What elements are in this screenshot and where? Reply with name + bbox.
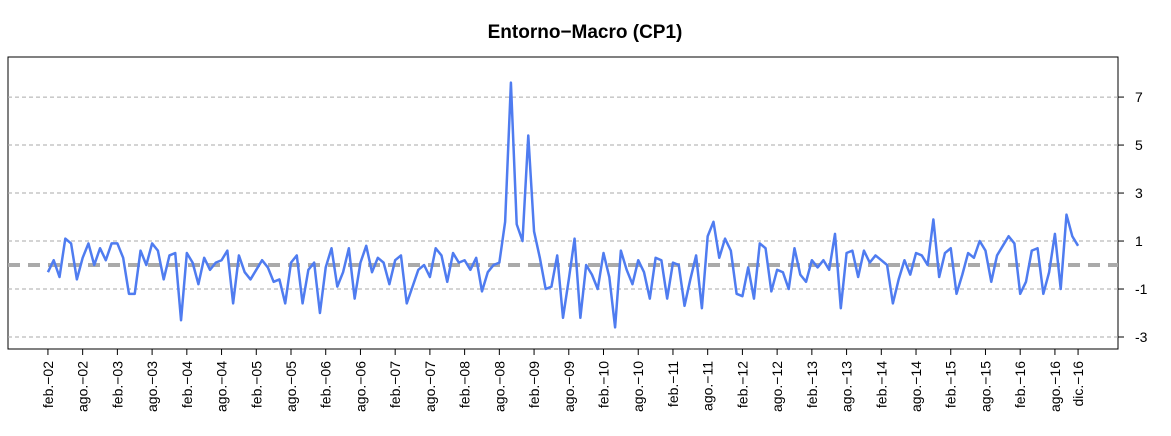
x-tick-label: feb.−06 (318, 361, 334, 408)
plot-frame (7, 56, 1119, 350)
x-tick-label: feb.−02 (40, 361, 56, 408)
x-tick-label: ago.−13 (839, 361, 855, 412)
x-tick-label: feb.−15 (943, 361, 959, 408)
y-tick-label: 1 (1135, 233, 1143, 249)
x-tick-label: feb.−09 (526, 361, 542, 408)
y-tick-label: 5 (1135, 137, 1143, 153)
x-tick-label: ago.−04 (214, 361, 230, 412)
x-tick-label: feb.−05 (248, 361, 264, 408)
y-tick-label: 3 (1135, 185, 1143, 201)
x-tick-label: feb.−16 (1012, 361, 1028, 408)
x-tick-label: ago.−02 (75, 361, 91, 412)
x-tick-label: feb.−08 (457, 361, 473, 408)
x-tick-label: feb.−12 (734, 361, 750, 408)
x-tick-label: ago.−08 (491, 361, 507, 412)
x-tick-label: ago.−16 (1047, 361, 1063, 412)
x-tick-label: dic.−16 (1070, 361, 1086, 407)
x-tick-label: ago.−03 (144, 361, 160, 412)
x-tick-label: ago.−07 (422, 361, 438, 412)
x-tick-label: feb.−07 (387, 361, 403, 408)
x-tick-label: ago.−14 (908, 361, 924, 412)
x-tick-label: ago.−06 (352, 361, 368, 412)
x-tick-label: feb.−11 (665, 361, 681, 407)
x-tick-label: feb.−10 (596, 361, 612, 408)
x-tick-label: ago.−09 (561, 361, 577, 412)
x-tick-label: ago.−10 (630, 361, 646, 412)
x-tick-label: ago.−11 (700, 361, 716, 411)
x-tick-label: feb.−03 (109, 361, 125, 408)
x-tick-label: ago.−12 (769, 361, 785, 412)
chart-title: Entorno−Macro (CP1) (488, 22, 683, 43)
x-tick-label: feb.−04 (179, 361, 195, 408)
y-tick-label: -1 (1135, 281, 1148, 297)
y-tick-label: -3 (1135, 329, 1148, 345)
y-tick-label: 7 (1135, 89, 1143, 105)
x-tick-label: feb.−14 (873, 361, 889, 408)
x-tick-label: feb.−13 (804, 361, 820, 408)
x-tick-label: ago.−05 (283, 361, 299, 412)
data-line (46, 81, 1080, 329)
x-tick-label: ago.−15 (977, 361, 993, 412)
